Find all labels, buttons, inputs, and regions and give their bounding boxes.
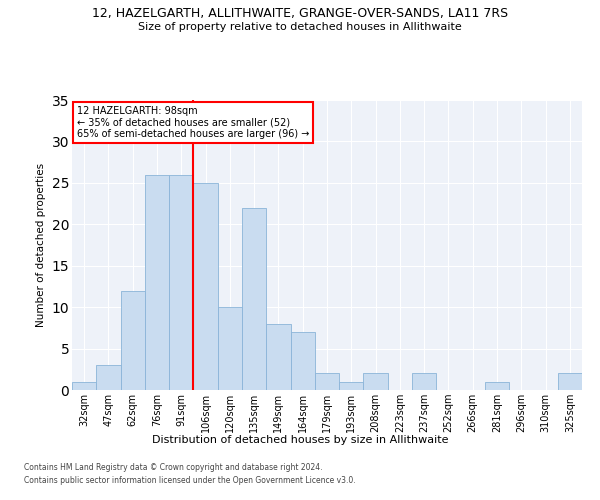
Bar xyxy=(266,324,290,390)
Bar xyxy=(242,208,266,390)
Bar xyxy=(315,374,339,390)
Bar xyxy=(485,382,509,390)
Bar xyxy=(290,332,315,390)
Bar xyxy=(558,374,582,390)
Text: 12 HAZELGARTH: 98sqm
← 35% of detached houses are smaller (52)
65% of semi-detac: 12 HAZELGARTH: 98sqm ← 35% of detached h… xyxy=(77,106,310,139)
Text: 12, HAZELGARTH, ALLITHWAITE, GRANGE-OVER-SANDS, LA11 7RS: 12, HAZELGARTH, ALLITHWAITE, GRANGE-OVER… xyxy=(92,8,508,20)
Text: Size of property relative to detached houses in Allithwaite: Size of property relative to detached ho… xyxy=(138,22,462,32)
Bar xyxy=(218,307,242,390)
Bar xyxy=(72,382,96,390)
Bar xyxy=(145,174,169,390)
Text: Contains public sector information licensed under the Open Government Licence v3: Contains public sector information licen… xyxy=(24,476,356,485)
Bar xyxy=(169,174,193,390)
Text: Contains HM Land Registry data © Crown copyright and database right 2024.: Contains HM Land Registry data © Crown c… xyxy=(24,464,323,472)
Bar xyxy=(412,374,436,390)
Bar xyxy=(121,290,145,390)
Y-axis label: Number of detached properties: Number of detached properties xyxy=(36,163,46,327)
Text: Distribution of detached houses by size in Allithwaite: Distribution of detached houses by size … xyxy=(152,435,448,445)
Bar xyxy=(96,365,121,390)
Bar xyxy=(364,374,388,390)
Bar xyxy=(193,183,218,390)
Bar xyxy=(339,382,364,390)
